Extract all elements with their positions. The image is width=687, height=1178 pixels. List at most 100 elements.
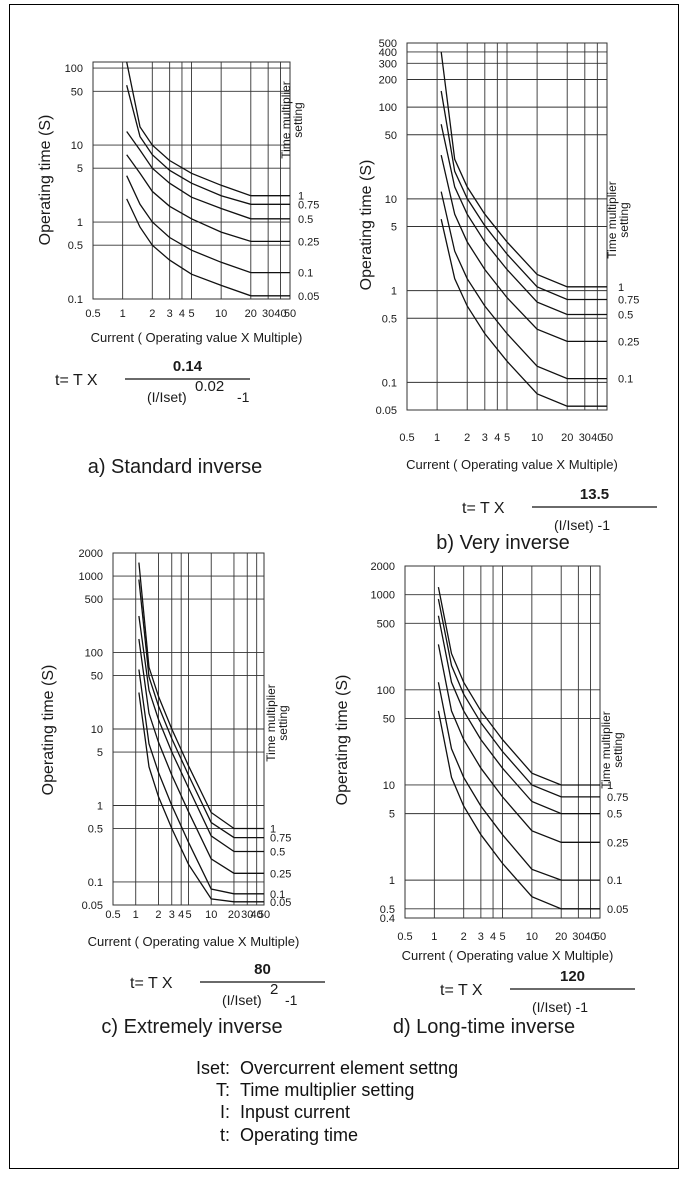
formula-prefix: t= T X	[440, 982, 483, 999]
series-line	[440, 90, 607, 301]
y-tick-label: 400	[379, 47, 397, 59]
y-axis-label: Operating time (S)	[37, 115, 54, 246]
x-axis-label: Current ( Operating value X Multiple)	[91, 330, 303, 345]
legend-key: I:	[219, 1102, 230, 1122]
series-line	[126, 198, 290, 297]
y-tick-label: 500	[379, 38, 397, 50]
y-axis-label: Operating time (S)	[40, 665, 57, 796]
formula-numerator: 0.14	[173, 358, 203, 375]
formula-prefix: t= T X	[130, 975, 173, 992]
series-line	[437, 710, 600, 910]
series-label: 0.25	[270, 868, 291, 880]
x-tick-label: 40	[584, 931, 596, 943]
series-line	[138, 638, 264, 874]
series-label: 0.75	[270, 833, 291, 845]
y-tick-label: 0.05	[82, 900, 103, 912]
y-tick-label: 100	[379, 102, 397, 114]
y-tick-label: 1	[389, 875, 395, 887]
series-line	[437, 598, 600, 798]
y-axis-label: Operating time (S)	[358, 160, 375, 291]
y-tick-label: 50	[383, 713, 395, 725]
y-tick-label: 0.1	[68, 294, 83, 306]
x-tick-label: 2	[155, 909, 161, 921]
y-tick-label: 0.05	[376, 405, 397, 417]
y-tick-label: 50	[91, 671, 103, 683]
formula-denominator: (I/Iset) -1	[532, 999, 588, 1015]
figure-frame	[9, 4, 679, 1169]
x-tick-label: 5	[188, 308, 194, 320]
y-tick-label: 0.5	[382, 313, 397, 325]
series-line	[437, 615, 600, 815]
series-line	[437, 644, 600, 843]
series-label: 0.1	[607, 875, 622, 887]
y-tick-label: 2000	[371, 561, 395, 573]
x-tick-label: 10	[531, 432, 543, 444]
series-label: 0.75	[618, 295, 639, 307]
series-line	[440, 154, 607, 343]
x-tick-label: 1	[434, 432, 440, 444]
x-tick-label: 5	[185, 909, 191, 921]
x-tick-label: 20	[561, 432, 573, 444]
formula-prefix: t= T X	[462, 500, 505, 517]
x-tick-label: 0.5	[397, 931, 412, 943]
y-tick-label: 1	[97, 800, 103, 812]
x-tick-label: 10	[526, 931, 538, 943]
series-label: 1	[270, 824, 276, 836]
y-tick-label: 500	[377, 618, 395, 630]
x-tick-label: 10	[205, 909, 217, 921]
y-tick-label: 5	[389, 809, 395, 821]
x-tick-label: 50	[258, 909, 270, 921]
series-label: 1	[618, 282, 624, 294]
x-tick-label: 30	[241, 909, 253, 921]
series-line	[126, 154, 290, 243]
legend-value: Time multiplier setting	[240, 1080, 415, 1100]
chart-title: a) Standard inverse	[88, 456, 263, 478]
series-line	[138, 615, 264, 853]
right-axis-label: Time multiplier	[264, 684, 278, 762]
x-tick-label: 1	[431, 931, 437, 943]
x-tick-label: 2	[461, 931, 467, 943]
right-axis-label: setting	[611, 732, 625, 767]
x-tick-label: 3	[167, 308, 173, 320]
series-label: 0.1	[298, 268, 313, 280]
series-line	[437, 682, 600, 881]
x-tick-label: 0.5	[105, 909, 120, 921]
y-tick-label: 100	[377, 685, 395, 697]
x-tick-label: 5	[499, 931, 505, 943]
series-label: 1	[607, 780, 613, 792]
legend-value: Overcurrent element settng	[240, 1058, 459, 1078]
chart-panel-2: 0.5 1 2 3 4 5 10 20 30 40500.050.10.5151050100200…	[358, 38, 657, 554]
right-axis-label: Time multiplier	[279, 81, 293, 159]
series-label: 0.05	[298, 291, 319, 303]
series-label: 0.5	[298, 214, 313, 226]
x-tick-label: 2	[464, 432, 470, 444]
y-tick-label: 1	[391, 286, 397, 298]
formula-exponent: 0.02	[195, 378, 224, 395]
series-line	[138, 562, 264, 830]
y-tick-label: 10	[383, 780, 395, 792]
x-tick-label: 2	[149, 308, 155, 320]
chart-title: d) Long-time inverse	[393, 1016, 575, 1038]
chart-title: b) Very inverse	[436, 532, 569, 554]
y-tick-label: 5	[77, 163, 83, 175]
y-tick-label: 0.5	[88, 824, 103, 836]
formula-denominator: (I/Iset)	[222, 992, 262, 1008]
series-label: 0.75	[298, 199, 319, 211]
x-tick-label: 3	[478, 931, 484, 943]
x-axis-label: Current ( Operating value X Multiple)	[406, 457, 618, 472]
x-tick-label: 50	[284, 308, 296, 320]
right-axis-label: setting	[617, 202, 631, 237]
series-line	[440, 191, 607, 380]
x-tick-label: 0.5	[399, 432, 414, 444]
x-axis-label: Current ( Operating value X Multiple)	[88, 934, 300, 949]
right-axis-label: setting	[276, 705, 290, 740]
x-tick-label: 3	[482, 432, 488, 444]
legend-key: T:	[215, 1080, 230, 1100]
formula-numerator: 13.5	[580, 486, 609, 503]
series-label: 0.05	[270, 897, 291, 909]
x-tick-label: 40	[591, 432, 603, 444]
x-tick-label: 5	[504, 432, 510, 444]
x-tick-label: 4	[494, 432, 500, 444]
series-line	[440, 124, 607, 316]
